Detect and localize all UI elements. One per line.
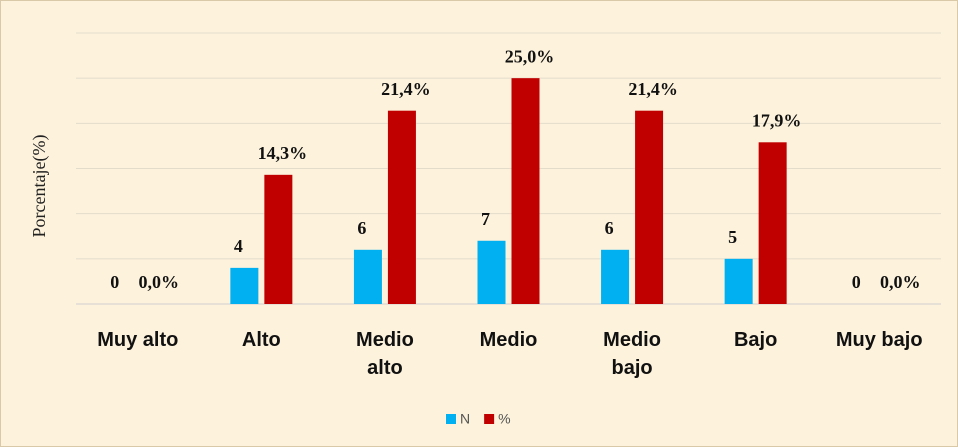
bar: [724, 258, 753, 304]
x-tick-label: Bajo: [733, 329, 778, 351]
bar: [353, 249, 382, 304]
legend-swatch: [446, 414, 456, 424]
data-label: 7: [481, 209, 490, 229]
x-tick-label: Medio: [479, 329, 538, 351]
legend: N%: [446, 411, 511, 427]
legend-label: %: [498, 411, 510, 427]
data-label: 6: [357, 218, 366, 238]
x-tick-label: Medio bajo: [603, 329, 661, 379]
bar: [264, 174, 293, 304]
data-label: 17,9%: [752, 110, 802, 130]
data-label: 14,3%: [258, 143, 308, 163]
data-label: 21,4%: [381, 79, 431, 99]
data-label: 0,0%: [880, 272, 921, 292]
y-axis-label: Porcentaje(%): [29, 135, 50, 238]
legend-label: N: [460, 411, 470, 427]
bar: [511, 78, 540, 305]
data-label: 0: [852, 272, 861, 292]
bar: [758, 142, 787, 304]
data-label: 5: [728, 227, 737, 247]
legend-swatch: [484, 414, 495, 424]
data-label: 25,0%: [505, 46, 555, 66]
bar: [477, 240, 506, 304]
x-tick-label: Medio alto: [356, 329, 414, 379]
data-label: 4: [234, 236, 243, 256]
data-label: 0: [110, 272, 119, 292]
bar: [387, 110, 416, 304]
bar: [635, 110, 664, 304]
x-tick-label: Muy bajo: [835, 329, 923, 351]
data-label: 0,0%: [139, 272, 180, 292]
bar: [601, 249, 630, 304]
x-tick-label: Alto: [241, 329, 281, 351]
x-tick-label: Muy alto: [97, 329, 179, 351]
data-label: 21,4%: [628, 79, 678, 99]
data-label: 6: [605, 218, 614, 238]
bar: [230, 267, 259, 304]
